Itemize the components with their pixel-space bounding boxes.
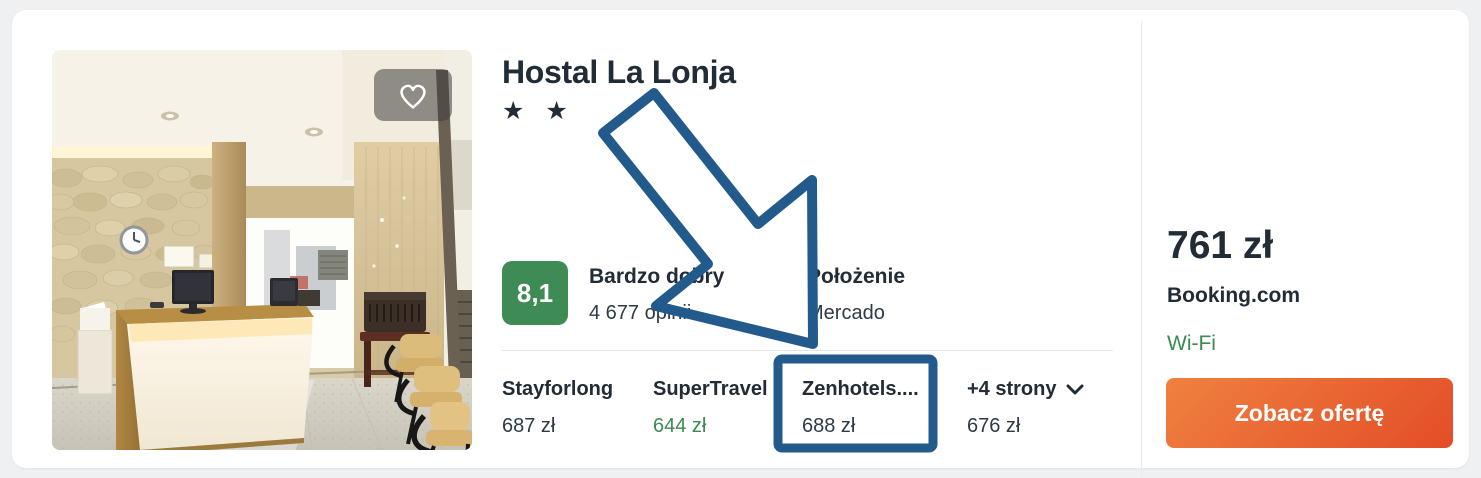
rating-label: Bardzo dobry — [589, 265, 725, 288]
chevron-down-icon — [1066, 384, 1084, 395]
lobby-photo-illustration — [52, 50, 472, 450]
provider-offer-zenhotels[interactable]: Zenhotels.... 688 zł — [802, 378, 919, 438]
provider-offer-supertravel[interactable]: SuperTravel 644 zł — [653, 378, 768, 438]
provider-price: 687 zł — [502, 415, 556, 437]
wall-clock — [119, 225, 149, 255]
hotel-result-card: Hostal La Lonja ★ ★ 8,1 Bardzo dobry 4 6… — [12, 10, 1469, 477]
provider-name: Stayforlong — [502, 378, 614, 400]
provider-offer-stayforlong[interactable]: Stayforlong 687 zł — [502, 378, 613, 438]
provider-price: 644 zł — [653, 415, 707, 437]
provider-name: SuperTravel — [653, 378, 768, 400]
more-sites-label: +4 strony — [967, 378, 1057, 400]
star-rating-icons: ★ ★ — [502, 97, 575, 125]
provider-price: 688 zł — [802, 415, 856, 437]
provider-price: 676 zł — [967, 415, 1021, 437]
vertical-divider — [1141, 21, 1142, 477]
rating-review-count: 4 677 opinii — [589, 302, 692, 324]
provider-name: Zenhotels.... — [802, 378, 919, 400]
heart-icon — [400, 84, 426, 109]
rating-score-badge: 8,1 — [502, 261, 568, 325]
horizontal-divider — [502, 350, 1113, 351]
view-offer-button[interactable]: Zobacz ofertę — [1166, 378, 1453, 448]
best-offer-provider: Booking.com — [1167, 284, 1301, 307]
favorite-button[interactable] — [374, 69, 452, 121]
best-offer-price: 761 zł — [1167, 224, 1274, 267]
offer-amenity-wifi: Wi-Fi — [1167, 332, 1216, 355]
location-label: Położenie — [807, 265, 906, 288]
more-sites-dropdown[interactable]: +4 strony 676 zł — [967, 378, 1084, 438]
location-value: Mercado — [807, 302, 885, 324]
hotel-photo[interactable] — [52, 50, 472, 450]
hotel-name[interactable]: Hostal La Lonja — [502, 54, 736, 90]
